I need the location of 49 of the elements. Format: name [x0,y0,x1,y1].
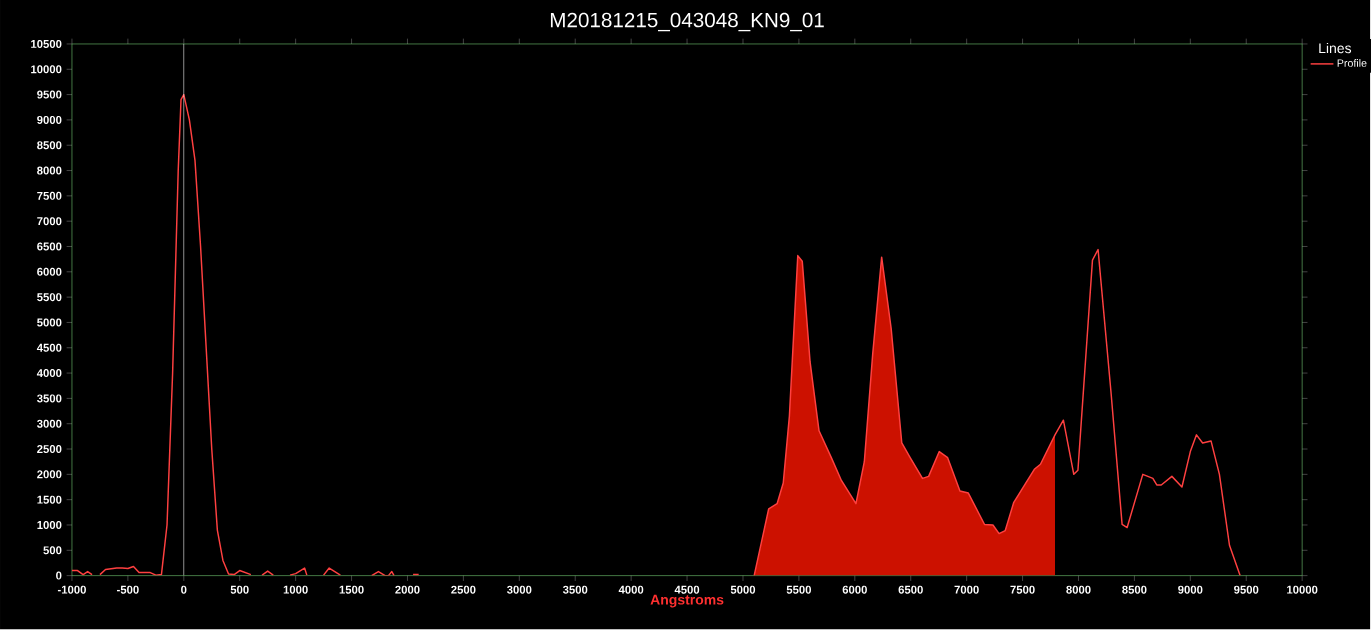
x-axis-title: Angstroms [650,595,724,608]
y-tick-label: 2500 [37,445,62,454]
x-tick-label: 3000 [506,585,532,594]
y-tick-label: 1500 [37,495,62,504]
y-tick-label: 5500 [37,293,62,302]
x-tick-label: 500 [230,585,249,594]
y-tick-label: 2000 [37,470,62,479]
y-tick-label: 7000 [37,217,62,226]
x-tick-label: 10000 [1287,585,1318,594]
x-tick-label: 8000 [1066,585,1091,594]
y-tick-label: 7500 [37,192,62,201]
x-tick-label: 3500 [562,585,588,594]
y-tick-label: 8000 [37,166,62,175]
x-tick-label: 6500 [898,585,923,594]
y-tick-label: 4000 [36,369,62,378]
x-tick-label: 5000 [730,585,756,594]
x-tick-label: 9000 [1178,585,1203,594]
y-tick-label: 1000 [37,521,62,530]
y-tick-label: 9500 [37,90,62,99]
x-tick-label: 0 [181,585,187,594]
y-tick-label: 3000 [36,419,62,428]
x-tick-label: 4500 [674,585,700,594]
x-tick-label: 9500 [1234,585,1259,594]
x-tick-label: 7500 [1010,585,1035,594]
x-tick-label: 4000 [618,585,644,594]
legend-label: Profile [1337,59,1367,68]
y-tick-label: 500 [43,546,62,555]
y-tick-label: 6000 [37,268,62,277]
y-tick-label: 6500 [37,242,62,251]
chart-title: M20181215_043048_KN9_01 [550,12,824,32]
y-tick-label: 10000 [31,65,62,74]
legend-title: Lines [1319,43,1352,54]
x-tick-label: 2000 [395,585,420,594]
x-tick-label: 1500 [339,585,364,594]
x-tick-label: 6000 [842,585,867,594]
y-tick-label: 0 [56,571,62,580]
y-tick-label: 8500 [37,141,62,150]
y-tick-label: 5000 [37,318,62,327]
x-tick-label: -1000 [57,585,86,594]
x-tick-label: -500 [116,585,139,594]
y-tick-label: 3500 [36,394,62,403]
y-tick-label: 10500 [31,40,62,49]
x-tick-label: 2500 [451,585,476,594]
y-tick-label: 4500 [36,343,62,352]
x-tick-label: 8500 [1122,585,1147,594]
x-tick-label: 7000 [954,585,979,594]
x-tick-label: 5500 [786,585,812,594]
y-tick-label: 9000 [37,116,62,125]
x-tick-label: 1000 [283,585,308,594]
